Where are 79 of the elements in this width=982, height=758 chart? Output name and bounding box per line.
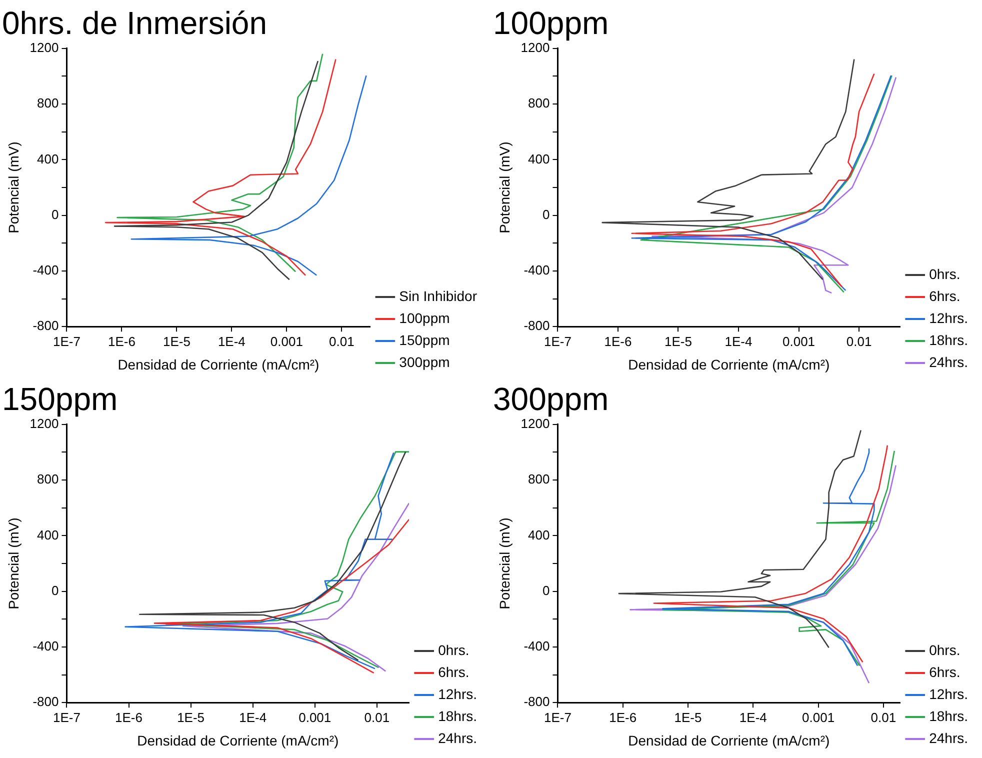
y-tick-label: -800 — [524, 694, 550, 710]
x-tick-label: 0.01 — [329, 334, 354, 349]
y-tick-label: -800 — [32, 694, 59, 710]
x-tick-label: 0.01 — [846, 334, 872, 349]
y-axis-title: Potencial (mV) — [5, 518, 22, 610]
legend-label: 12hrs. — [929, 310, 968, 326]
legend-label: 18hrs. — [929, 708, 968, 724]
y-tick-label: 400 — [37, 151, 59, 166]
legend-label: 12hrs. — [438, 686, 478, 702]
y-tick-label: -400 — [32, 638, 59, 654]
x-tick-label: 0.01 — [870, 710, 896, 725]
legend-label: 300ppm — [399, 354, 450, 370]
y-tick-label: 1200 — [30, 416, 59, 431]
x-tick-label: 1E-6 — [115, 710, 142, 725]
legend-label: 24hrs. — [438, 730, 478, 746]
legend-label: 12hrs. — [929, 686, 968, 702]
y-tick-label: 400 — [528, 527, 550, 542]
x-tick-label: 1E-4 — [724, 334, 752, 349]
legend-label: 18hrs. — [438, 708, 478, 724]
legend-label: 0hrs. — [929, 266, 960, 282]
x-axis-title: Densidad de Corriente (mA/cm²) — [118, 356, 320, 372]
x-tick-label: 0.001 — [802, 710, 835, 725]
x-tick-label: 1E-6 — [108, 334, 136, 349]
y-tick-label: 1200 — [520, 40, 550, 55]
x-axis-title: Densidad de Corriente (mA/cm²) — [137, 732, 339, 748]
legend-label: 6hrs. — [929, 288, 960, 304]
y-tick-label: 800 — [37, 472, 59, 487]
x-tick-label: 1E-5 — [162, 334, 190, 349]
legend-label: 0hrs. — [929, 642, 960, 658]
x-tick-label: 1E-7 — [544, 334, 572, 349]
legend-label: 24hrs. — [929, 730, 968, 746]
x-tick-label: 1E-7 — [52, 710, 80, 725]
x-tick-label: 0.01 — [364, 710, 390, 725]
legend-label: 0hrs. — [438, 642, 470, 658]
x-tick-label: 1E-5 — [664, 334, 692, 349]
x-tick-label: 0.001 — [782, 334, 816, 349]
y-tick-label: 400 — [37, 527, 59, 542]
y-tick-label: -800 — [32, 318, 59, 334]
chart-title: 0hrs. de Inmersión — [2, 5, 268, 42]
legend-label: 150ppm — [399, 332, 450, 348]
y-tick-label: 0 — [542, 582, 550, 598]
y-tick-label: -400 — [524, 262, 550, 278]
x-tick-label: 0.001 — [270, 334, 303, 349]
y-tick-label: 1200 — [30, 40, 59, 55]
legend-label: Sin Inhibidor — [399, 288, 478, 304]
x-tick-label: 1E-7 — [544, 710, 572, 725]
y-axis-title: Potencial (mV) — [496, 142, 512, 234]
x-tick-label: 1E-7 — [52, 334, 80, 349]
y-tick-label: 1200 — [520, 416, 550, 431]
x-axis-title: Densidad de Corriente (mA/cm²) — [628, 356, 830, 372]
y-axis-title: Potencial (mV) — [496, 518, 512, 610]
legend-label: 18hrs. — [929, 332, 968, 348]
x-tick-label: 1E-4 — [239, 710, 267, 725]
legend-label: 6hrs. — [929, 664, 960, 680]
chart-title: 100ppm — [493, 5, 609, 42]
x-axis-title: Densidad de Corriente (mA/cm²) — [628, 732, 830, 748]
legend-label: 24hrs. — [929, 354, 968, 370]
x-tick-label: 1E-5 — [674, 710, 702, 725]
x-tick-label: 1E-6 — [604, 334, 632, 349]
x-tick-label: 0.001 — [298, 710, 332, 725]
legend-label: 100ppm — [399, 310, 450, 326]
y-tick-label: 800 — [528, 96, 550, 111]
y-tick-label: 0 — [51, 206, 59, 222]
y-axis-title: Potencial (mV) — [5, 142, 22, 234]
y-tick-label: -400 — [524, 638, 550, 654]
y-tick-label: 0 — [51, 582, 59, 598]
chart-title: 150ppm — [2, 381, 118, 418]
chart-title: 300ppm — [493, 381, 609, 418]
y-tick-label: 0 — [542, 206, 550, 222]
x-tick-label: 1E-6 — [609, 710, 637, 725]
x-tick-label: 1E-4 — [218, 334, 246, 349]
y-tick-label: 800 — [528, 472, 550, 487]
y-tick-label: 800 — [37, 96, 59, 111]
y-tick-label: -800 — [524, 318, 550, 334]
x-tick-label: 1E-4 — [739, 710, 767, 725]
y-tick-label: -400 — [32, 262, 59, 278]
legend-label: 6hrs. — [438, 664, 470, 680]
x-tick-label: 1E-5 — [177, 710, 205, 725]
y-tick-label: 400 — [528, 151, 550, 166]
